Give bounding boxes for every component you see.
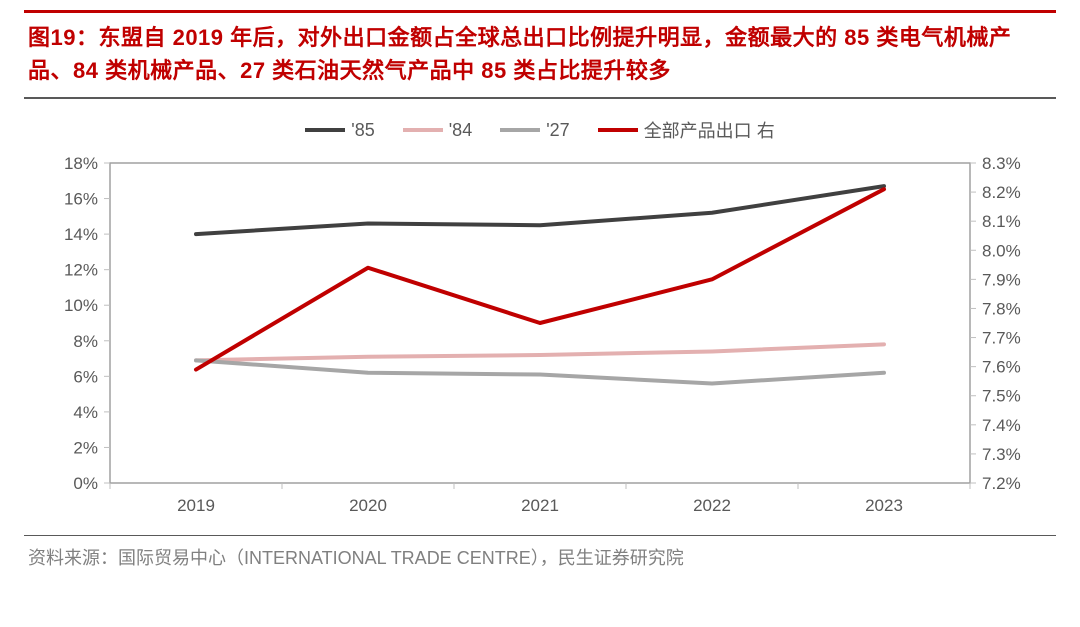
- legend-label: '85: [351, 120, 374, 141]
- legend-swatch: [598, 128, 638, 132]
- svg-text:8%: 8%: [73, 332, 98, 351]
- svg-text:7.5%: 7.5%: [982, 387, 1021, 406]
- svg-text:2022: 2022: [693, 496, 731, 515]
- legend-swatch: [403, 128, 443, 132]
- svg-text:7.2%: 7.2%: [982, 474, 1021, 493]
- chart-legend: '85 '84 '27 全部产品出口 右: [24, 117, 1056, 143]
- legend-item-s27: '27: [500, 120, 569, 141]
- svg-text:6%: 6%: [73, 367, 98, 386]
- svg-text:7.4%: 7.4%: [982, 416, 1021, 435]
- svg-text:8.0%: 8.0%: [982, 241, 1021, 260]
- legend-label: 全部产品出口 右: [644, 117, 775, 143]
- legend-item-s84: '84: [403, 120, 472, 141]
- svg-text:8.1%: 8.1%: [982, 212, 1021, 231]
- svg-text:7.9%: 7.9%: [982, 270, 1021, 289]
- svg-text:14%: 14%: [64, 225, 98, 244]
- chart-title-block: 图19：东盟自 2019 年后，对外出口金额占全球总出口比例提升明显，金额最大的…: [24, 10, 1056, 99]
- series-s85: [196, 186, 884, 234]
- svg-text:8.3%: 8.3%: [982, 154, 1021, 173]
- chart-title: 图19：东盟自 2019 年后，对外出口金额占全球总出口比例提升明显，金额最大的…: [28, 21, 1052, 87]
- svg-text:2020: 2020: [349, 496, 387, 515]
- legend-item-s85: '85: [305, 120, 374, 141]
- legend-label: '27: [546, 120, 569, 141]
- legend-swatch: [500, 128, 540, 132]
- svg-text:10%: 10%: [64, 296, 98, 315]
- legend-label: '84: [449, 120, 472, 141]
- footer-rule: [24, 535, 1056, 536]
- svg-text:2021: 2021: [521, 496, 559, 515]
- svg-text:16%: 16%: [64, 190, 98, 209]
- svg-text:2019: 2019: [177, 496, 215, 515]
- series-s84: [196, 344, 884, 360]
- svg-text:4%: 4%: [73, 403, 98, 422]
- legend-swatch: [305, 128, 345, 132]
- svg-text:2%: 2%: [73, 438, 98, 457]
- svg-text:0%: 0%: [73, 474, 98, 493]
- svg-text:7.3%: 7.3%: [982, 445, 1021, 464]
- svg-text:7.8%: 7.8%: [982, 299, 1021, 318]
- svg-text:7.6%: 7.6%: [982, 358, 1021, 377]
- svg-text:7.7%: 7.7%: [982, 329, 1021, 348]
- series-s27: [196, 360, 884, 383]
- svg-text:8.2%: 8.2%: [982, 183, 1021, 202]
- legend-item-all: 全部产品出口 右: [598, 117, 775, 143]
- series-all: [196, 189, 884, 369]
- chart-source: 资料来源：国际贸易中心（INTERNATIONAL TRADE CENTRE），…: [24, 542, 1056, 572]
- svg-text:2023: 2023: [865, 496, 903, 515]
- svg-text:12%: 12%: [64, 261, 98, 280]
- svg-text:18%: 18%: [64, 154, 98, 173]
- chart-plot-area: 0% 2% 4% 6% 8% 10% 12% 14% 16% 18% 7.2% 7.3% 7.4% 7.5…: [30, 149, 1050, 529]
